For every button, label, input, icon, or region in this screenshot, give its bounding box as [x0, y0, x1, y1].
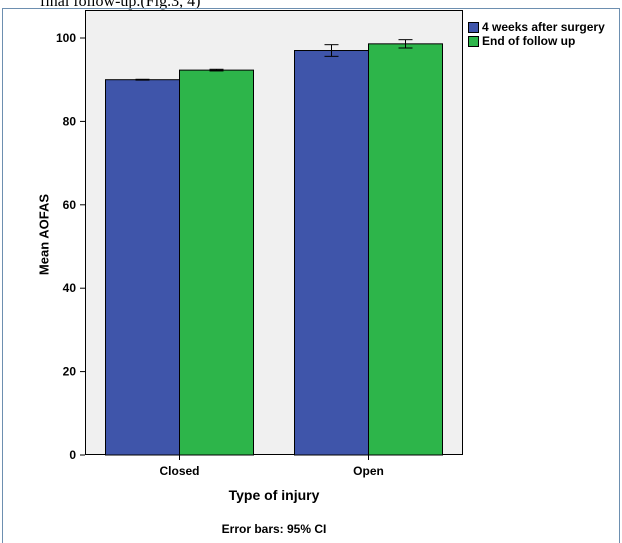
legend-swatch-end-follow-up	[468, 35, 479, 47]
bar-open-1	[368, 43, 443, 456]
y-tick-label-100: 100	[56, 31, 76, 45]
bar-closed-1	[179, 69, 254, 456]
figure-frame	[2, 8, 620, 543]
legend-label-4-weeks: 4 weeks after surgery	[482, 20, 605, 34]
error-bars-note: Error bars: 95% CI	[221, 522, 327, 536]
caption-fragment: final follow-up.(Fig.3, 4)	[40, 0, 201, 10]
legend-item-4-weeks: 4 weeks after surgery	[468, 20, 605, 34]
y-tick-label-60: 60	[63, 198, 77, 212]
x-tick-label-closed: Closed	[159, 464, 199, 478]
y-tick-label-20: 20	[63, 365, 77, 379]
y-tick-label-0: 0	[69, 448, 76, 462]
legend-swatch-4-weeks	[468, 21, 479, 33]
bar-open-0	[294, 50, 369, 456]
legend: 4 weeks after surgery End of follow up	[468, 20, 605, 48]
legend-item-end-follow-up: End of follow up	[468, 34, 605, 48]
y-tick-label-40: 40	[63, 281, 77, 295]
legend-label-end-follow-up: End of follow up	[482, 34, 576, 48]
x-tick-label-open: Open	[353, 464, 384, 478]
bar-closed-0	[105, 79, 180, 456]
y-tick-label-80: 80	[63, 114, 77, 128]
y-axis-label: Mean AOFAS	[36, 193, 52, 276]
x-axis-label: Type of injury	[228, 487, 320, 503]
